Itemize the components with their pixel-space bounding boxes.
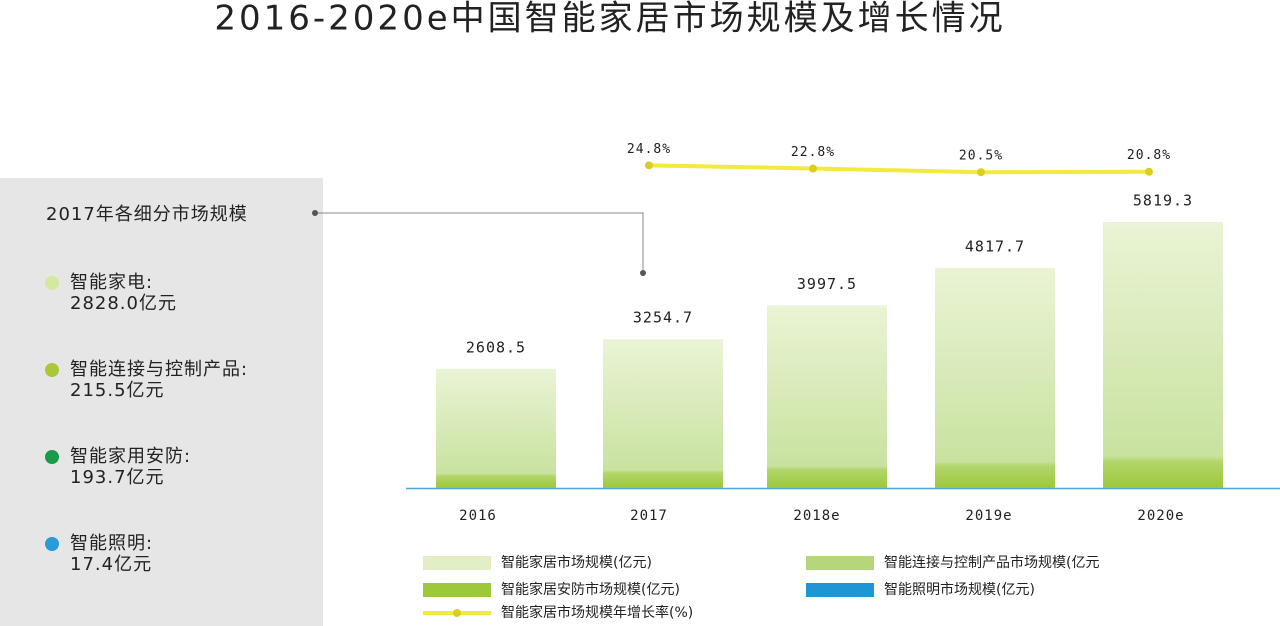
legend-label: 智能连接与控制产品市场规模(亿元 [884,554,1099,571]
panel-dot [45,276,59,290]
legend-swatch [806,583,874,597]
growth-point [809,164,817,173]
panel-title: 2017年各细分市场规模 [46,204,248,225]
legend-label: 智能家居市场规模(亿元) [501,554,652,571]
panel-label: 智能照明: [70,533,153,554]
legend-swatch [423,583,491,597]
panel-dot [45,537,59,551]
x-tick-label: 2020e [1137,508,1184,524]
legend-swatch [806,556,874,570]
bar [1103,222,1223,488]
panel-label: 智能连接与控制产品: [70,359,248,380]
legend-label: 智能家居安防市场规模(亿元) [501,581,680,598]
panel-label: 智能家用安防: [70,446,191,467]
x-tick-label: 2017 [630,508,668,524]
callout-dot [640,270,646,276]
legend-swatch-dot [453,609,461,617]
callout-dot [312,210,318,216]
growth-line [648,163,1150,175]
panel-label: 智能家电: [70,272,153,293]
bar [767,305,887,488]
panel-value: 215.5亿元 [70,380,165,401]
chart-title: 2016-2020e中国智能家居市场规模及增长情况 [214,0,1005,39]
bar-label: 4817.7 [965,237,1025,255]
panel-value: 193.7亿元 [70,467,165,488]
bar [935,267,1055,488]
legend-label: 智能照明市场规模(亿元) [884,581,1035,598]
panel-value: 2828.0亿元 [70,293,177,314]
legend-swatch [423,556,491,570]
bar-label: 3997.5 [797,275,857,293]
growth-label: 24.8% [627,142,671,157]
panel-dot [45,450,59,464]
bar-label: 3254.7 [633,309,693,327]
growth-point [645,161,653,170]
bar-label: 5819.3 [1133,192,1193,210]
x-tick-label: 2018e [793,508,840,524]
bar [603,339,723,488]
bar [436,368,556,488]
growth-point [1145,167,1153,176]
legend-label: 智能家居市场规模年增长率(%) [501,604,693,621]
growth-label: 22.8% [791,145,835,160]
growth-label: 20.5% [959,149,1003,164]
growth-label: 20.8% [1127,148,1171,163]
growth-point [977,168,985,177]
x-tick-label: 2019e [965,508,1012,524]
side-panel [0,178,323,626]
panel-value: 17.4亿元 [70,554,152,575]
x-tick-label: 2016 [459,508,497,524]
bar-label: 2608.5 [466,338,526,356]
callout-line [315,212,644,273]
panel-dot [45,363,59,377]
